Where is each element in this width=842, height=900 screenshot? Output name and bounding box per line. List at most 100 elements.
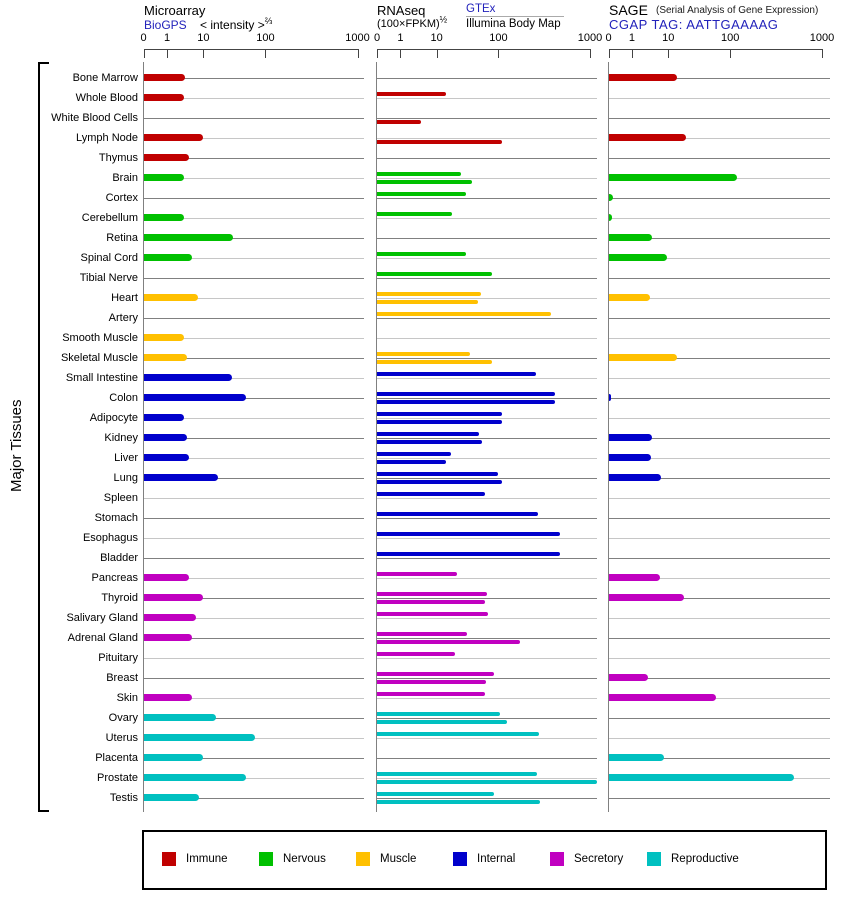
expression-bar (377, 212, 453, 216)
gtex-link[interactable]: GTEx (466, 3, 496, 15)
tissue-label: Liver (114, 452, 138, 464)
row-gridline (143, 318, 364, 319)
row-gridline (608, 358, 830, 359)
rnaseq-source-divider (466, 16, 564, 17)
y-axis-title: Major Tissues (8, 399, 25, 492)
x-axis-tick-label: 10 (197, 32, 210, 44)
major-tissues-bracket-top (38, 62, 49, 64)
expression-bar (377, 412, 503, 416)
row-gridline (377, 258, 597, 259)
tissue-label: Brain (112, 172, 138, 184)
expression-bar (377, 352, 471, 356)
row-gridline (377, 358, 597, 359)
expression-bar (608, 234, 653, 241)
row-gridline (143, 458, 364, 459)
expression-bar (608, 694, 717, 701)
expression-bar (377, 360, 493, 364)
expression-bar (608, 74, 678, 81)
tissue-label: Uterus (105, 732, 138, 744)
panel-microarray-title: Microarray (144, 3, 206, 18)
expression-bar (143, 574, 190, 581)
expression-bar (377, 712, 501, 716)
tissue-label: Salivary Gland (66, 612, 138, 624)
row-gridline (143, 638, 364, 639)
row-gridline (143, 498, 364, 499)
expression-bar (608, 754, 664, 761)
cgap-tag-link[interactable]: CGAP TAG: AATTGAAAAG (609, 17, 779, 32)
row-gridline (608, 378, 830, 379)
row-gridline (143, 658, 364, 659)
legend-label-muscle: Muscle (380, 853, 417, 865)
y-axis-line (142, 62, 144, 812)
row-gridline (608, 558, 830, 559)
expression-bar (377, 400, 556, 404)
expression-bar (377, 692, 485, 696)
expression-bar (608, 294, 650, 301)
expression-bar (608, 174, 738, 181)
expression-bar (377, 772, 538, 776)
y-axis-line (607, 62, 609, 812)
tissue-label: Adipocyte (89, 412, 138, 424)
row-gridline (608, 718, 830, 719)
x-axis-line (143, 49, 358, 50)
row-gridline (608, 78, 830, 79)
row-gridline (377, 78, 597, 79)
row-gridline (143, 438, 364, 439)
rnaseq-units-note: (100×FPKM)½ (377, 14, 448, 30)
expression-bar (377, 292, 481, 296)
expression-bar (377, 172, 462, 176)
legend-label-internal: Internal (477, 853, 516, 865)
tissue-label: Testis (109, 792, 138, 804)
row-gridline (608, 538, 830, 539)
expression-bar (143, 74, 186, 81)
expression-bar (377, 532, 560, 536)
tissue-label: Bone Marrow (72, 72, 138, 84)
x-axis-tick-label: 1000 (345, 32, 370, 44)
expression-bar (377, 552, 560, 556)
row-gridline (377, 178, 597, 179)
expression-bar (143, 374, 233, 381)
row-gridline (377, 758, 597, 759)
x-axis-tick-label: 10 (662, 32, 675, 44)
expression-bar (377, 492, 485, 496)
panel-sage-title: SAGE (609, 2, 648, 18)
expression-bar (143, 94, 185, 101)
row-gridline (143, 518, 364, 519)
tissue-label: Skeletal Muscle (60, 352, 138, 364)
expression-bar (377, 192, 467, 196)
row-gridline (377, 458, 597, 459)
expression-bar (143, 694, 193, 701)
expression-bar (608, 394, 611, 401)
expression-bar (377, 460, 446, 464)
row-gridline (377, 478, 597, 479)
tissue-label: Kidney (104, 432, 138, 444)
row-gridline (608, 698, 830, 699)
expression-bar (377, 472, 499, 476)
major-tissues-bracket-bottom (38, 810, 49, 812)
row-gridline (377, 338, 597, 339)
legend-swatch-internal (453, 852, 467, 866)
expression-bar (608, 574, 661, 581)
row-gridline (143, 158, 364, 159)
expression-bar (377, 480, 503, 484)
row-gridline (608, 198, 830, 199)
expression-bar (143, 394, 247, 401)
expression-bar (377, 392, 556, 396)
biogps-link[interactable]: BioGPS (144, 18, 187, 32)
tissue-label: Skin (116, 692, 138, 704)
x-axis-tick-label: 100 (256, 32, 275, 44)
row-gridline (143, 478, 364, 479)
expression-bar (377, 720, 508, 724)
tissue-label: Prostate (97, 772, 138, 784)
x-axis-tick-label: 100 (721, 32, 740, 44)
expression-bar (143, 434, 187, 441)
expression-bar (377, 572, 457, 576)
row-gridline (377, 658, 597, 659)
row-gridline (608, 218, 830, 219)
tissue-label: Ovary (108, 712, 138, 724)
tissue-label: Esophagus (82, 532, 138, 544)
expression-bar (143, 234, 234, 241)
row-gridline (377, 418, 597, 419)
expression-bar (608, 474, 661, 481)
row-gridline (608, 318, 830, 319)
